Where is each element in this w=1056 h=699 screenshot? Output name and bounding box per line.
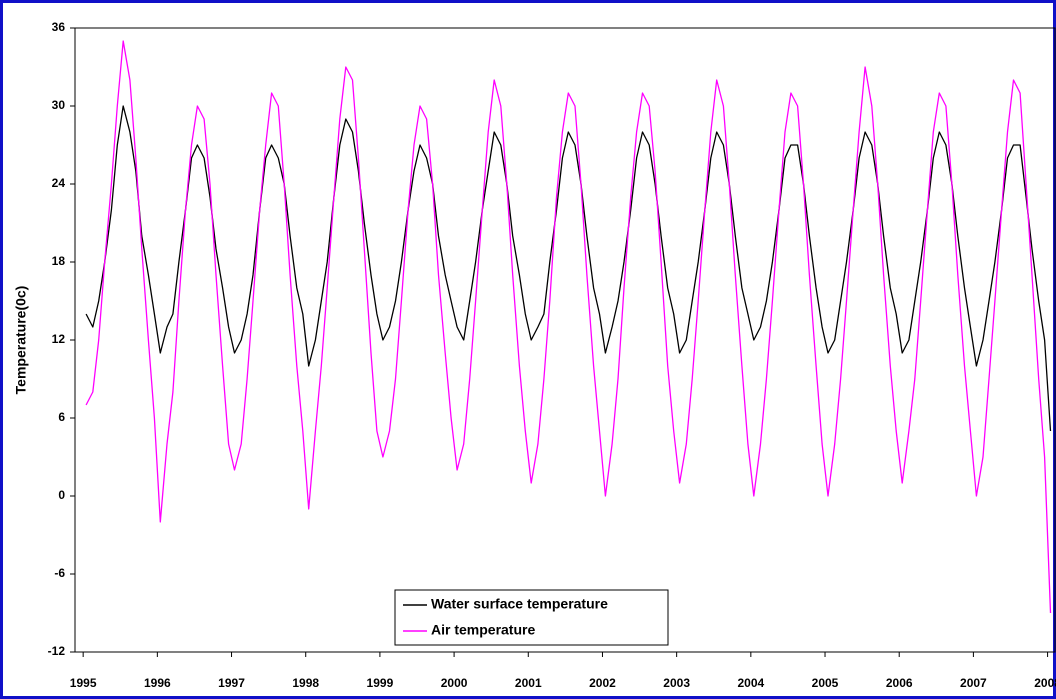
y-tick-label: 24 <box>52 176 66 190</box>
legend-box <box>394 589 669 646</box>
y-tick-label: -12 <box>48 644 66 658</box>
x-tick-label: 2001 <box>515 676 542 690</box>
y-tick-label: 0 <box>58 488 65 502</box>
y-tick-label: 12 <box>52 332 66 346</box>
x-tick-label: 2008 <box>1034 676 1056 690</box>
y-tick-label: 18 <box>52 254 66 268</box>
legend-label: Air temperature <box>431 622 535 638</box>
y-tick-label: 6 <box>58 410 65 424</box>
x-tick-label: 2003 <box>663 676 690 690</box>
legend-label: Water surface temperature <box>431 596 608 612</box>
y-tick-label: 30 <box>52 98 66 112</box>
x-tick-label: 2007 <box>960 676 987 690</box>
x-tick-label: 2004 <box>737 676 764 690</box>
y-tick-label: -6 <box>54 566 65 580</box>
x-tick-label: 2006 <box>886 676 913 690</box>
x-tick-label: 1999 <box>367 676 394 690</box>
y-tick-label: 36 <box>52 20 66 34</box>
y-axis-label: Temperature(0c) <box>13 286 29 395</box>
data-line <box>85 40 1052 614</box>
x-tick-label: 2000 <box>441 676 468 690</box>
x-tick-label: 2002 <box>589 676 616 690</box>
x-tick-label: 1998 <box>292 676 319 690</box>
x-tick-label: 1996 <box>144 676 171 690</box>
data-line <box>85 105 1052 432</box>
x-tick-label: 1995 <box>70 676 97 690</box>
x-tick-label: 2005 <box>812 676 839 690</box>
x-tick-label: 1997 <box>218 676 245 690</box>
